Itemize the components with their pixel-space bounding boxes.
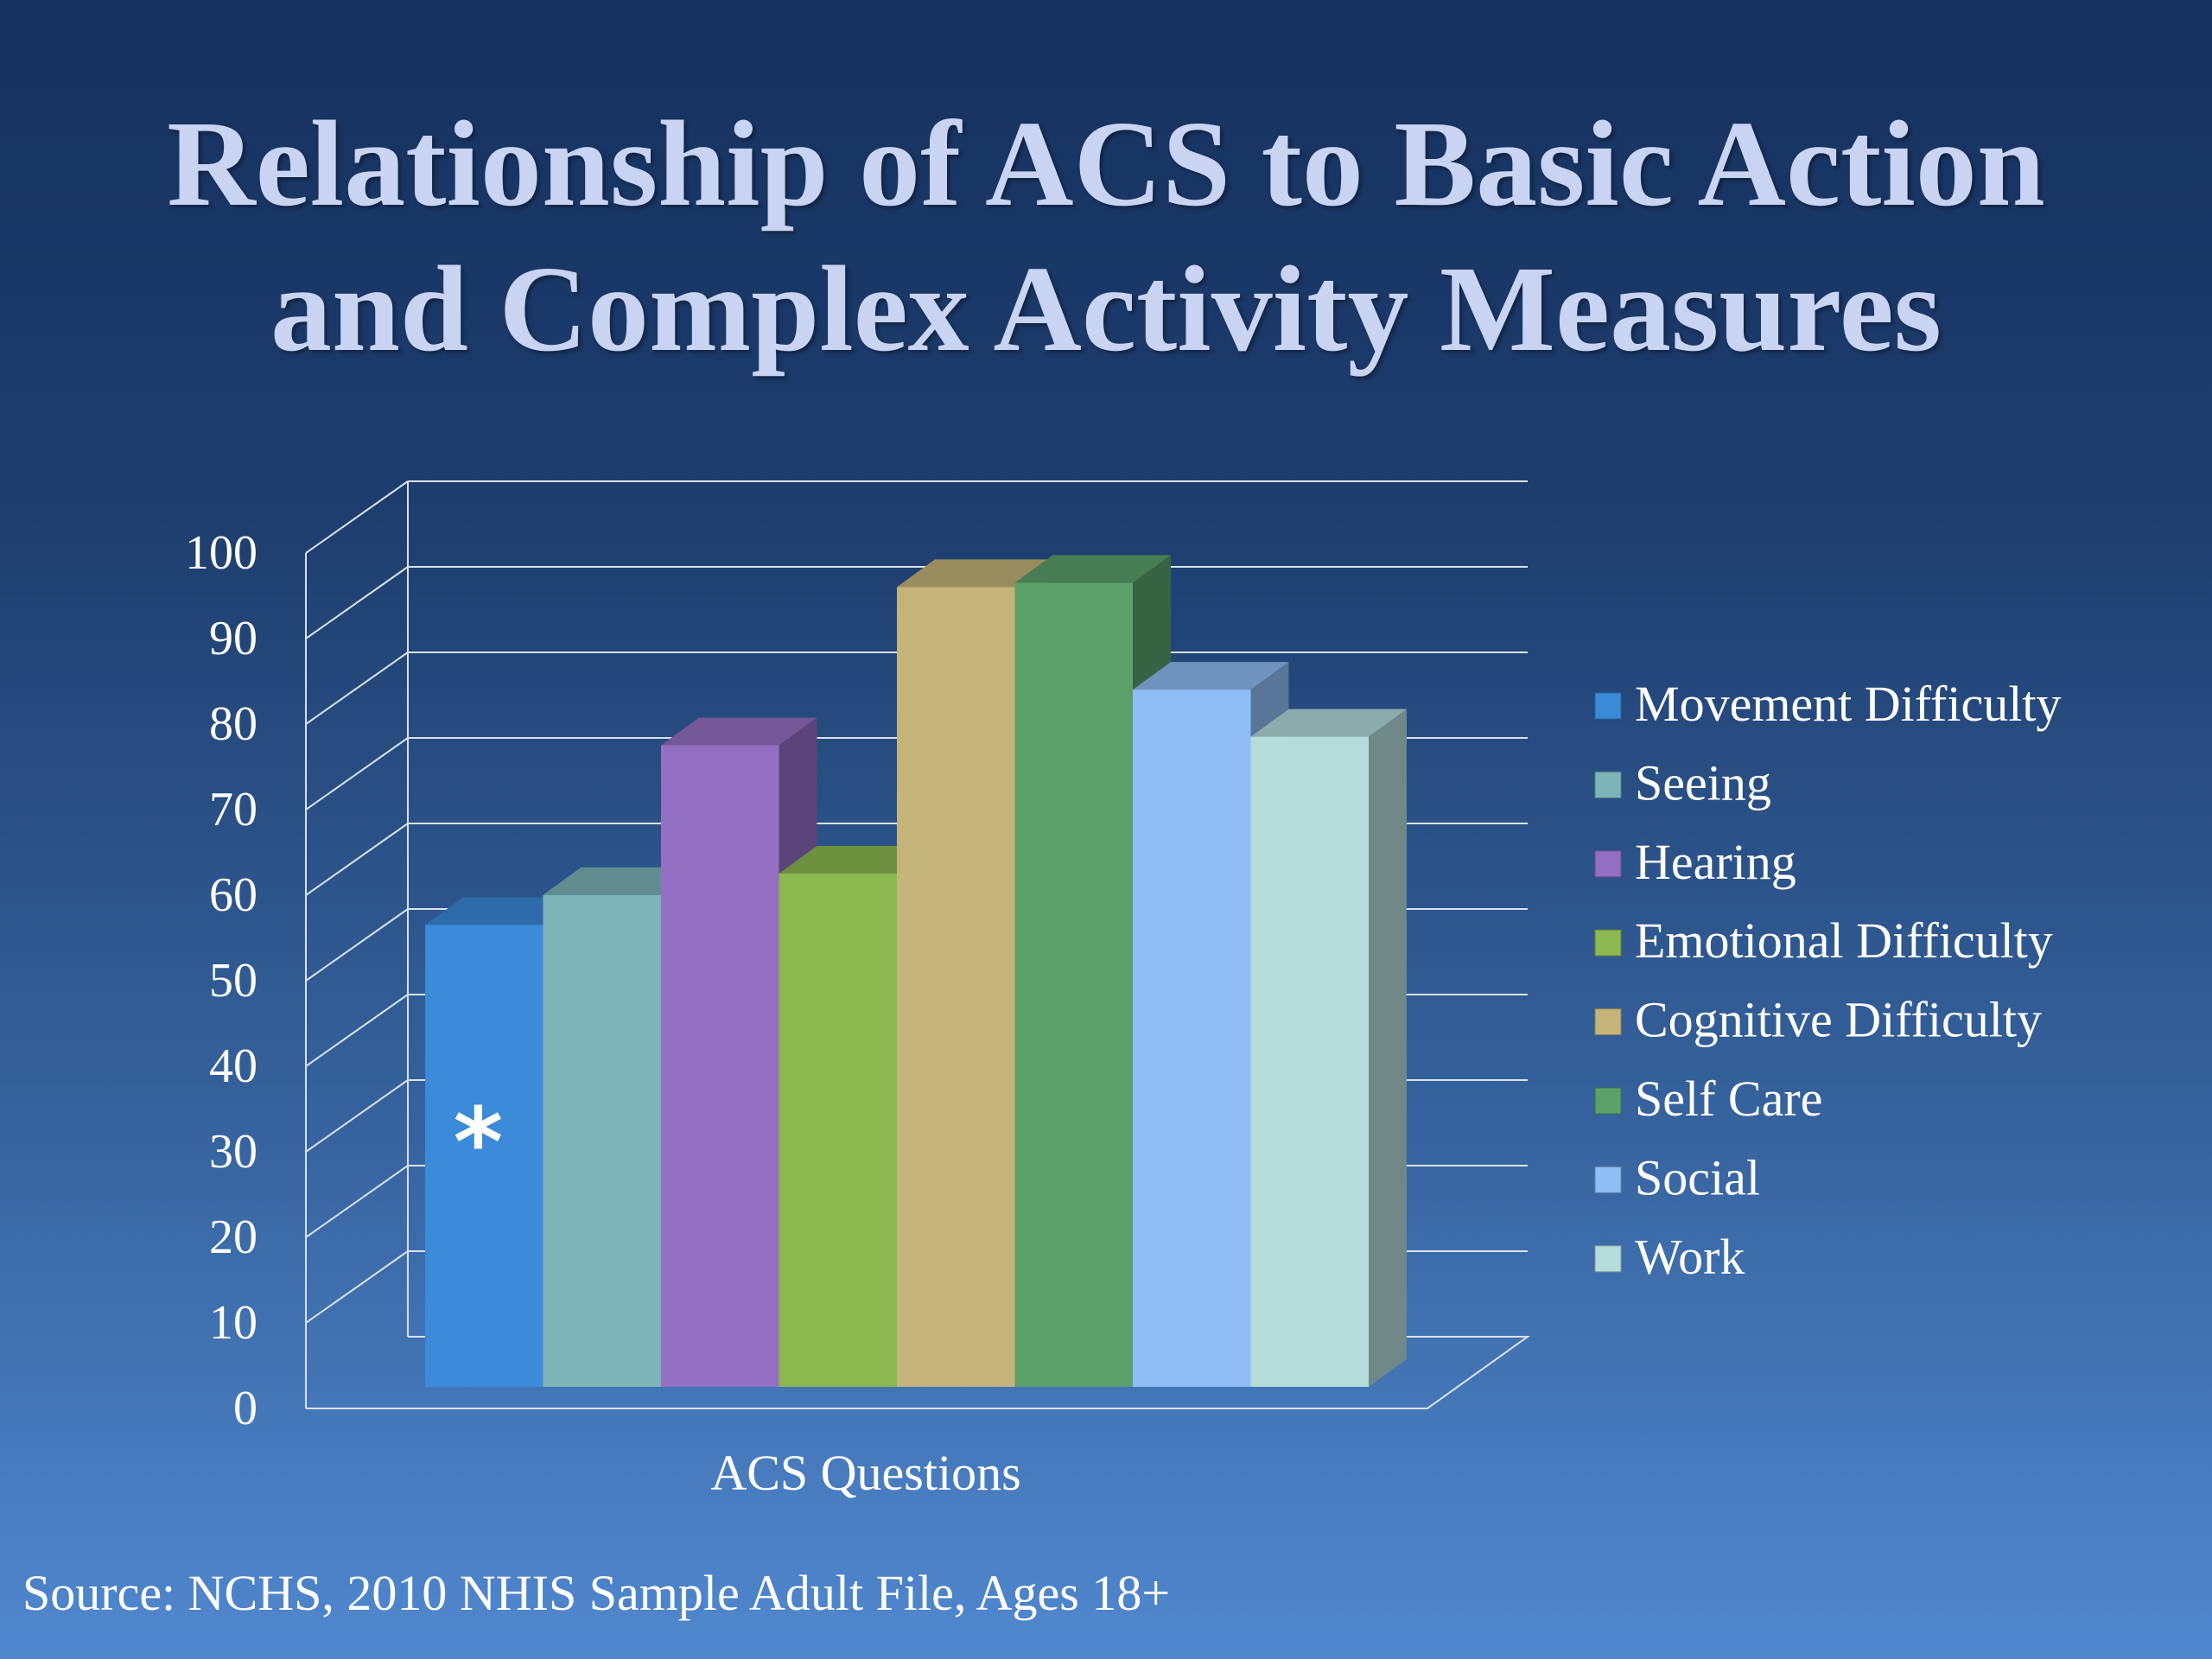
y-tick-label: 30 <box>209 1125 257 1179</box>
gridline-side <box>305 1165 409 1238</box>
legend-item: Hearing <box>1594 834 1796 890</box>
y-tick-label: 50 <box>209 954 257 1007</box>
y-tick-label: 20 <box>209 1211 257 1264</box>
slide-title: Relationship of ACS to Basic Action and … <box>0 91 2212 381</box>
legend-item: Seeing <box>1594 754 1771 810</box>
legend-label: Work <box>1635 1229 1745 1285</box>
legend-item: Self Care <box>1594 1071 1822 1127</box>
gridline-side <box>305 823 409 896</box>
bar-side <box>1369 709 1407 1387</box>
y-tick-label: 40 <box>209 1039 257 1093</box>
y-tick-label: 10 <box>209 1296 257 1350</box>
bar-front <box>543 894 661 1387</box>
legend-swatch <box>1594 771 1622 798</box>
y-tick-label: 0 <box>233 1382 257 1435</box>
bar-front <box>425 925 543 1387</box>
bar-top <box>1250 709 1407 737</box>
title-line-1: Relationship of ACS to Basic Action <box>167 95 2045 232</box>
legend-item: Cognitive Difficulty <box>1594 992 2042 1048</box>
bar-front <box>897 587 1015 1387</box>
gridline-side <box>305 652 409 725</box>
legend-label: Seeing <box>1635 754 1771 810</box>
legend-swatch <box>1594 850 1622 878</box>
legend-swatch <box>1594 1245 1622 1273</box>
legend-item: Social <box>1594 1149 1760 1205</box>
legend-swatch <box>1594 929 1622 957</box>
bar-front <box>661 745 779 1387</box>
legend-item: Work <box>1594 1229 1745 1285</box>
bar-front <box>1014 582 1133 1387</box>
y-axis-ticks: 0 10 20 30 40 50 60 70 80 90 100 <box>185 526 257 1435</box>
gridline-side <box>305 994 409 1067</box>
legend-label: Cognitive Difficulty <box>1635 992 2042 1048</box>
legend-swatch <box>1594 1008 1622 1036</box>
legend-label: Social <box>1635 1149 1760 1205</box>
legend-label: Movement Difficulty <box>1635 676 2061 732</box>
gridline-side <box>305 566 409 639</box>
source-note: Source: NCHS, 2010 NHIS Sample Adult Fil… <box>22 1565 1171 1621</box>
bar-top <box>543 867 699 895</box>
gridline-side <box>305 737 409 810</box>
bar-top <box>661 717 817 746</box>
legend-swatch <box>1594 692 1622 720</box>
bar-top <box>897 559 1053 588</box>
y-tick-label: 80 <box>209 697 257 751</box>
legend-swatch <box>1594 1166 1622 1193</box>
gridline-side <box>305 908 409 982</box>
chart-bars: * <box>425 555 1407 1387</box>
bar-top <box>779 846 935 874</box>
legend-item: Emotional Difficulty <box>1594 912 2053 969</box>
y-tick-label: 60 <box>209 868 257 922</box>
bar-top <box>425 897 582 925</box>
legend-label: Emotional Difficulty <box>1635 912 2053 969</box>
y-tick-label: 100 <box>185 526 257 580</box>
gridline-side <box>305 1250 409 1324</box>
legend-label: Hearing <box>1635 834 1796 890</box>
bar-front <box>779 874 897 1387</box>
bar <box>1250 709 1407 1387</box>
legend-label: Self Care <box>1635 1071 1822 1127</box>
legend-swatch <box>1594 1087 1622 1115</box>
y-tick-label: 90 <box>209 612 257 665</box>
gridline-side <box>305 1079 409 1153</box>
chart-legend: Movement Difficulty Seeing Hearing Emotiona… <box>1594 676 2061 1285</box>
bar-annotation: * <box>454 1087 504 1198</box>
y-tick-label: 70 <box>209 783 257 836</box>
bar-front <box>1133 690 1251 1387</box>
legend-item: Movement Difficulty <box>1594 676 2061 732</box>
bar-front <box>1250 736 1369 1387</box>
bar-top <box>1014 555 1171 583</box>
x-axis-title: ACS Questions <box>710 1445 1020 1501</box>
title-line-2: and Complex Activity Measures <box>270 240 1942 377</box>
bar-top <box>1133 662 1289 690</box>
gridline-side <box>305 480 409 554</box>
